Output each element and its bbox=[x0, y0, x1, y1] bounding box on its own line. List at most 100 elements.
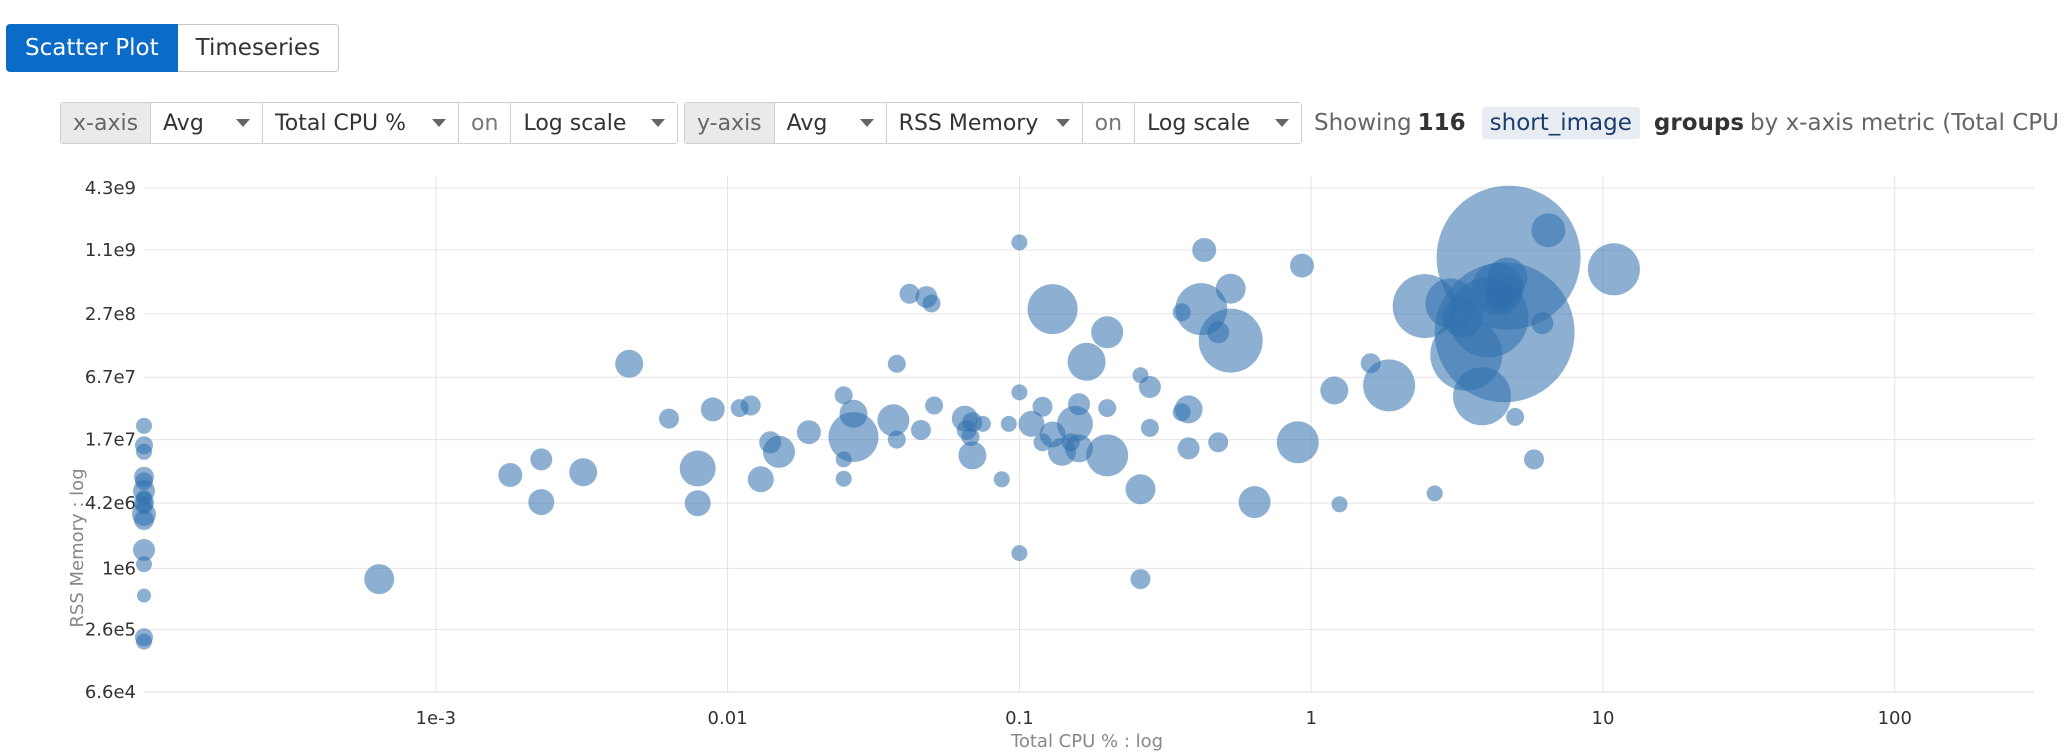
scatter-point[interactable] bbox=[498, 463, 523, 487]
scatter-point[interactable] bbox=[1011, 234, 1028, 251]
y-metric-select[interactable]: RSS Memory bbox=[886, 103, 1083, 143]
scatter-point[interactable] bbox=[136, 490, 152, 506]
scatter-point[interactable] bbox=[684, 490, 711, 517]
scatter-point[interactable] bbox=[877, 404, 910, 437]
scatter-point[interactable] bbox=[1320, 376, 1349, 405]
scatter-point[interactable] bbox=[887, 354, 906, 373]
x-tick-label: 1e-3 bbox=[416, 708, 456, 729]
scatter-point[interactable] bbox=[569, 458, 598, 487]
scatter-point[interactable] bbox=[1177, 437, 1200, 460]
scatter-point[interactable] bbox=[887, 430, 906, 449]
scatter-point[interactable] bbox=[1018, 410, 1045, 437]
y-tick-label: 2.6e5 bbox=[85, 620, 136, 641]
scatter-point[interactable] bbox=[1172, 303, 1191, 322]
scatter-point[interactable] bbox=[1360, 353, 1381, 374]
y-tick-label: 6.6e4 bbox=[85, 682, 136, 703]
scatter-point[interactable] bbox=[835, 451, 852, 468]
scatter-point[interactable] bbox=[1531, 213, 1566, 248]
scatter-point[interactable] bbox=[615, 349, 644, 378]
scatter-point[interactable] bbox=[1091, 316, 1124, 349]
scatter-point[interactable] bbox=[796, 420, 821, 445]
scatter-point[interactable] bbox=[835, 470, 852, 487]
scatter-point[interactable] bbox=[136, 443, 152, 460]
scatter-point[interactable] bbox=[1207, 321, 1230, 344]
scatter-point[interactable] bbox=[1290, 253, 1314, 278]
scatter-point[interactable] bbox=[700, 397, 725, 422]
scatter-point[interactable] bbox=[1140, 418, 1159, 437]
scatter-point[interactable] bbox=[1488, 282, 1513, 307]
scatter-point[interactable] bbox=[1132, 367, 1149, 384]
group-tag[interactable]: short_image bbox=[1481, 107, 1640, 139]
scatter-point[interactable] bbox=[1531, 312, 1554, 335]
scatter-point[interactable] bbox=[958, 441, 987, 470]
scatter-point[interactable] bbox=[1032, 396, 1053, 417]
scatter-point[interactable] bbox=[134, 510, 154, 530]
scatter-point[interactable] bbox=[530, 448, 553, 471]
scatter-point[interactable] bbox=[911, 420, 931, 440]
scatter-point[interactable] bbox=[839, 399, 868, 428]
scatter-point[interactable] bbox=[659, 408, 679, 429]
scatter-point[interactable] bbox=[961, 428, 980, 446]
x-axis-title: Total CPU % : log bbox=[1010, 731, 1163, 752]
scatter-point[interactable] bbox=[1208, 432, 1229, 453]
scatter-point[interactable] bbox=[993, 471, 1010, 488]
scatter-point[interactable] bbox=[834, 386, 853, 405]
scatter-point[interactable] bbox=[528, 489, 555, 516]
scatter-point[interactable] bbox=[1238, 486, 1271, 519]
scatter-point[interactable] bbox=[1276, 421, 1319, 464]
scatter-point[interactable] bbox=[1215, 273, 1246, 304]
tab-timeseries[interactable]: Timeseries bbox=[177, 24, 340, 72]
scatter-point[interactable] bbox=[137, 588, 151, 603]
scatter-point[interactable] bbox=[136, 556, 152, 573]
scatter-point[interactable] bbox=[1125, 474, 1156, 505]
y-aggregation-select[interactable]: Avg bbox=[774, 103, 887, 143]
scatter-point[interactable] bbox=[1172, 403, 1191, 422]
scatter-point[interactable] bbox=[1033, 433, 1052, 452]
x-aggregation-select[interactable]: Avg bbox=[151, 103, 264, 143]
y-tick-label: 1.7e7 bbox=[85, 430, 136, 451]
scatter-point[interactable] bbox=[899, 283, 920, 304]
scatter-point[interactable] bbox=[1027, 284, 1078, 335]
y-axis-controls: y-axis Avg RSS Memory on Log scale bbox=[684, 102, 1303, 144]
scatter-point[interactable] bbox=[747, 466, 774, 493]
chevron-down-icon bbox=[236, 119, 251, 127]
y-on-label: on bbox=[1082, 103, 1136, 143]
y-scale-select[interactable]: Log scale bbox=[1135, 103, 1302, 143]
scatter-point[interactable] bbox=[679, 450, 716, 487]
scatter-point[interactable] bbox=[1192, 238, 1217, 262]
scatter-point[interactable] bbox=[730, 399, 749, 418]
scatter-point[interactable] bbox=[1130, 569, 1151, 590]
scatter-point[interactable] bbox=[1363, 359, 1416, 412]
scatter-point[interactable] bbox=[1086, 434, 1129, 477]
scatter-point[interactable] bbox=[1587, 243, 1640, 296]
tab-scatter-plot[interactable]: Scatter Plot bbox=[6, 24, 178, 72]
x-scale-value: Log scale bbox=[523, 110, 627, 136]
scatter-point[interactable] bbox=[1067, 342, 1106, 381]
scatter-point[interactable] bbox=[136, 633, 152, 650]
chevron-down-icon bbox=[859, 119, 874, 127]
scatter-point[interactable] bbox=[1056, 405, 1093, 442]
scatter-point[interactable] bbox=[974, 415, 991, 432]
scatter-point[interactable] bbox=[1011, 545, 1028, 562]
scatter-point[interactable] bbox=[1011, 384, 1028, 401]
scatter-point[interactable] bbox=[136, 417, 152, 434]
scatter-point[interactable] bbox=[925, 396, 944, 415]
scatter-point[interactable] bbox=[1426, 485, 1443, 502]
scatter-point[interactable] bbox=[1442, 297, 1483, 338]
scatter-point[interactable] bbox=[1061, 433, 1080, 452]
scatter-point[interactable] bbox=[133, 539, 155, 561]
scatter-point[interactable] bbox=[1068, 393, 1090, 416]
scatter-point[interactable] bbox=[1524, 449, 1544, 470]
x-metric-select[interactable]: Total CPU % bbox=[263, 103, 460, 143]
scatter-point[interactable] bbox=[922, 294, 941, 313]
scatter-point[interactable] bbox=[364, 564, 395, 595]
scatter-point[interactable] bbox=[1098, 399, 1117, 418]
scatter-point[interactable] bbox=[1506, 407, 1525, 426]
x-scale-select[interactable]: Log scale bbox=[511, 103, 678, 143]
scatter-point[interactable] bbox=[1000, 415, 1017, 432]
scatter-point[interactable] bbox=[1453, 367, 1511, 426]
scatter-point[interactable] bbox=[1331, 496, 1348, 513]
scatter-point[interactable] bbox=[759, 431, 782, 454]
scatter-point[interactable] bbox=[135, 472, 153, 491]
scatter-point[interactable] bbox=[828, 412, 879, 462]
